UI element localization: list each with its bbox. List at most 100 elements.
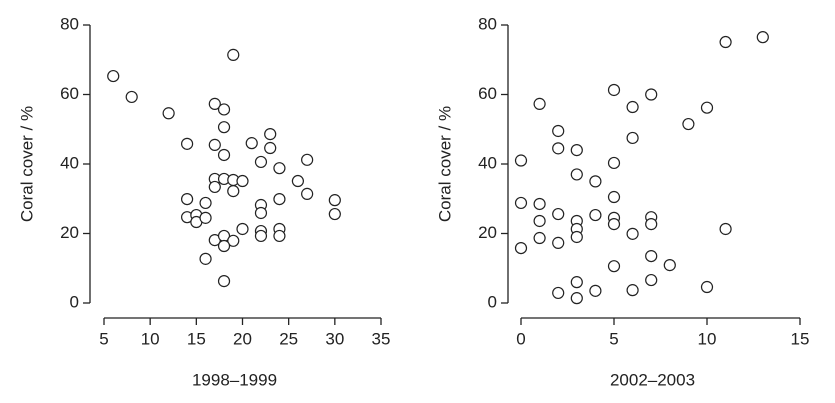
x-tick-label: 5 [99, 329, 108, 348]
point [570, 168, 583, 181]
point [162, 107, 175, 120]
point [533, 197, 546, 211]
point [570, 144, 583, 157]
point [254, 229, 268, 243]
point [181, 192, 194, 206]
x-tick-label: 35 [372, 329, 391, 348]
point [236, 222, 249, 236]
point [199, 196, 212, 210]
y-tick-label: 80 [60, 14, 79, 33]
y-tick-label: 60 [478, 84, 497, 103]
point [264, 128, 277, 141]
x-tick-label: 15 [791, 329, 810, 348]
y-tick-label: 80 [478, 14, 497, 33]
point [552, 207, 565, 221]
point [264, 141, 277, 155]
x-axis-label: 1998–1999 [192, 370, 277, 389]
point [607, 260, 621, 273]
point [254, 155, 268, 169]
point [245, 137, 258, 150]
point [301, 153, 314, 166]
point [645, 249, 658, 263]
y-axis-label: Coral cover / % [435, 106, 454, 222]
point [570, 230, 583, 244]
point [217, 275, 231, 288]
y-tick-label: 0 [488, 292, 497, 311]
point [626, 284, 639, 297]
point [607, 190, 621, 204]
point [682, 117, 695, 131]
x-tick-label: 20 [233, 329, 252, 348]
point [514, 196, 528, 210]
point [328, 207, 341, 221]
point [589, 175, 602, 188]
point [552, 236, 565, 249]
point [208, 180, 221, 194]
point [756, 31, 769, 44]
point [607, 156, 621, 170]
y-axis-label: Coral cover / % [17, 106, 36, 222]
point [217, 121, 231, 134]
point [227, 48, 240, 61]
point [514, 241, 528, 255]
y-tick-label: 20 [478, 223, 497, 242]
x-tick-label: 5 [609, 329, 618, 348]
point [607, 83, 621, 97]
point [645, 218, 658, 231]
point [273, 229, 286, 243]
point [217, 103, 231, 116]
point [273, 162, 286, 175]
point [552, 142, 565, 155]
point [301, 187, 314, 200]
point [645, 88, 658, 101]
y-tick-label: 0 [70, 292, 79, 311]
point [208, 138, 221, 151]
point [227, 234, 240, 247]
y-tick-label: 40 [478, 153, 497, 172]
y-tick-label: 20 [60, 223, 79, 242]
point [552, 286, 565, 300]
point [199, 252, 212, 265]
point [589, 284, 602, 297]
point [570, 292, 583, 305]
point [663, 259, 676, 272]
y-tick-label: 40 [60, 153, 79, 172]
point [607, 218, 621, 231]
point [254, 206, 268, 220]
point [181, 137, 194, 150]
x-tick-label: 25 [279, 329, 298, 348]
x-tick-label: 15 [187, 329, 206, 348]
point [217, 239, 231, 253]
point [533, 214, 546, 228]
point [626, 131, 639, 145]
x-tick-label: 10 [141, 329, 160, 348]
point [533, 231, 546, 245]
point [514, 154, 528, 167]
point [533, 97, 546, 110]
point [626, 100, 639, 114]
point [700, 101, 714, 114]
point [570, 276, 583, 289]
x-tick-label: 10 [698, 329, 717, 348]
point [589, 208, 602, 222]
point [107, 69, 120, 83]
point [626, 227, 639, 240]
point [719, 35, 732, 49]
x-tick-label: 0 [516, 329, 525, 348]
y-tick-label: 60 [60, 84, 79, 103]
point [291, 174, 304, 188]
point [208, 97, 221, 110]
point [328, 194, 341, 207]
x-tick-label: 30 [325, 329, 344, 348]
point [227, 185, 240, 198]
point [217, 148, 231, 162]
point [125, 90, 138, 104]
point [719, 222, 732, 236]
x-axis-label: 2002–2003 [610, 370, 695, 389]
point [645, 273, 658, 287]
point [700, 280, 714, 294]
point [273, 192, 286, 206]
point [552, 124, 565, 138]
point [236, 174, 249, 188]
